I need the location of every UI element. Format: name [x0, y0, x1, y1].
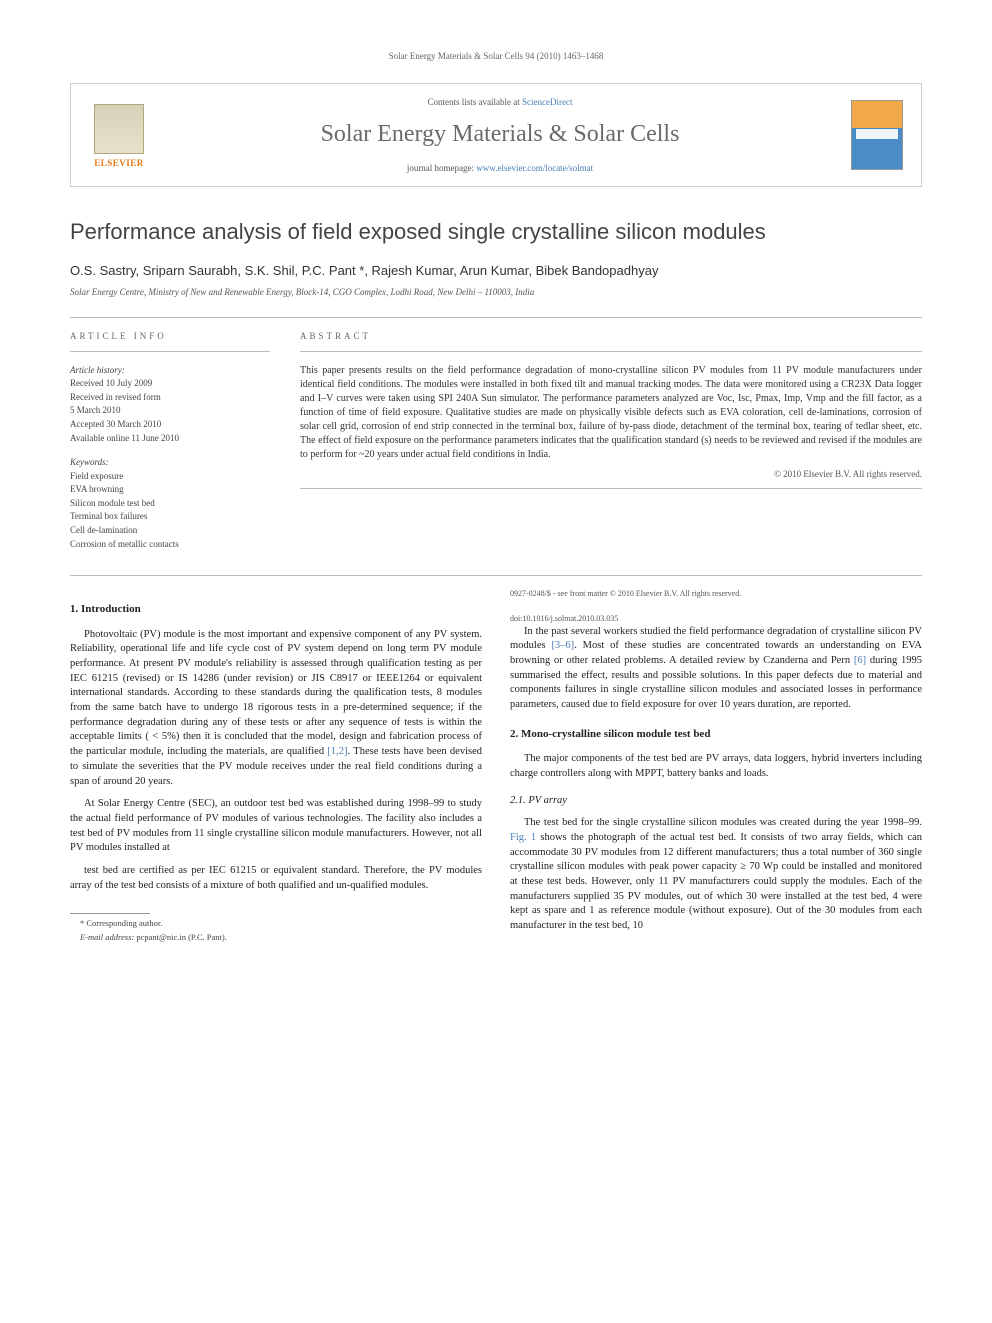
para-text: The test bed for the single crystalline …: [524, 817, 922, 828]
keyword: Field exposure: [70, 470, 270, 483]
footnote-rule: [70, 913, 150, 914]
history-revised: Received in revised form: [70, 391, 270, 404]
history-accepted: Accepted 30 March 2010: [70, 418, 270, 431]
keyword: Cell de-lamination: [70, 524, 270, 537]
divider: [70, 575, 922, 576]
body-paragraph: In the past several workers studied the …: [510, 625, 922, 713]
homepage-line: journal homepage: www.elsevier.com/locat…: [167, 162, 833, 175]
email-address[interactable]: pcpant@nic.in (P.C. Pant).: [136, 932, 226, 942]
keyword: Corrosion of metallic contacts: [70, 538, 270, 551]
citation-link[interactable]: [3–6]: [551, 640, 574, 651]
divider: [300, 488, 922, 489]
email-line: E-mail address: pcpant@nic.in (P.C. Pant…: [70, 932, 482, 944]
article-history: Article history: Received 10 July 2009 R…: [70, 364, 270, 551]
history-received: Received 10 July 2009: [70, 377, 270, 390]
journal-name: Solar Energy Materials & Solar Cells: [167, 118, 833, 152]
footnotes: * Corresponding author. E-mail address: …: [70, 918, 482, 944]
homepage-link[interactable]: www.elsevier.com/locate/solmat: [476, 163, 593, 173]
body-paragraph: Photovoltaic (PV) module is the most imp…: [70, 628, 482, 790]
section-heading: 1. Introduction: [70, 602, 482, 617]
para-text: shows the photograph of the actual test …: [510, 832, 922, 931]
affiliation: Solar Energy Centre, Ministry of New and…: [70, 286, 922, 299]
publisher-logo: ELSEVIER: [89, 100, 149, 170]
body-columns: 1. Introduction Photovoltaic (PV) module…: [70, 588, 922, 950]
email-label: E-mail address:: [80, 932, 136, 942]
contents-prefix: Contents lists available at: [428, 97, 522, 107]
body-paragraph: The major components of the test bed are…: [510, 752, 922, 781]
sciencedirect-link[interactable]: ScienceDirect: [522, 97, 572, 107]
keyword: EVA browning: [70, 483, 270, 496]
history-label: Article history:: [70, 364, 270, 377]
keywords-label: Keywords:: [70, 456, 270, 469]
section-heading: 2. Mono-crystalline silicon module test …: [510, 727, 922, 742]
body-paragraph: At Solar Energy Centre (SEC), an outdoor…: [70, 797, 482, 856]
abstract-label: abstract: [300, 330, 922, 343]
corresponding-author: * Corresponding author.: [70, 918, 482, 930]
divider: [300, 351, 922, 352]
citation-link[interactable]: [1,2]: [327, 746, 347, 757]
keyword: Silicon module test bed: [70, 497, 270, 510]
footer-doi: doi:10.1016/j.solmat.2010.03.035: [510, 613, 922, 624]
elsevier-tree-icon: [94, 104, 144, 154]
body-paragraph: The test bed for the single crystalline …: [510, 816, 922, 934]
body-paragraph: test bed are certified as per IEC 61215 …: [70, 864, 482, 893]
homepage-prefix: journal homepage:: [407, 163, 476, 173]
author-list: O.S. Sastry, Sriparn Saurabh, S.K. Shil,…: [70, 262, 922, 280]
para-text: Photovoltaic (PV) module is the most imp…: [70, 629, 482, 758]
journal-cover-thumbnail: [851, 100, 903, 170]
history-online: Available online 11 June 2010: [70, 432, 270, 445]
figure-link[interactable]: Fig. 1: [510, 832, 536, 843]
footer-copyright: 0927-0248/$ - see front matter © 2010 El…: [510, 588, 922, 599]
subsection-heading: 2.1. PV array: [510, 794, 922, 809]
contents-line: Contents lists available at ScienceDirec…: [167, 96, 833, 109]
article-title: Performance analysis of field exposed si…: [70, 217, 922, 248]
journal-header: ELSEVIER Contents lists available at Sci…: [70, 83, 922, 188]
divider: [70, 317, 922, 318]
divider: [70, 351, 270, 352]
abstract-text: This paper presents results on the field…: [300, 364, 922, 462]
publisher-name: ELSEVIER: [94, 157, 144, 170]
abstract-copyright: © 2010 Elsevier B.V. All rights reserved…: [300, 468, 922, 481]
history-revised-date: 5 March 2010: [70, 404, 270, 417]
keyword: Terminal box failures: [70, 510, 270, 523]
running-head: Solar Energy Materials & Solar Cells 94 …: [70, 50, 922, 63]
citation-link[interactable]: [6]: [854, 655, 866, 666]
article-info-label: article info: [70, 330, 270, 343]
